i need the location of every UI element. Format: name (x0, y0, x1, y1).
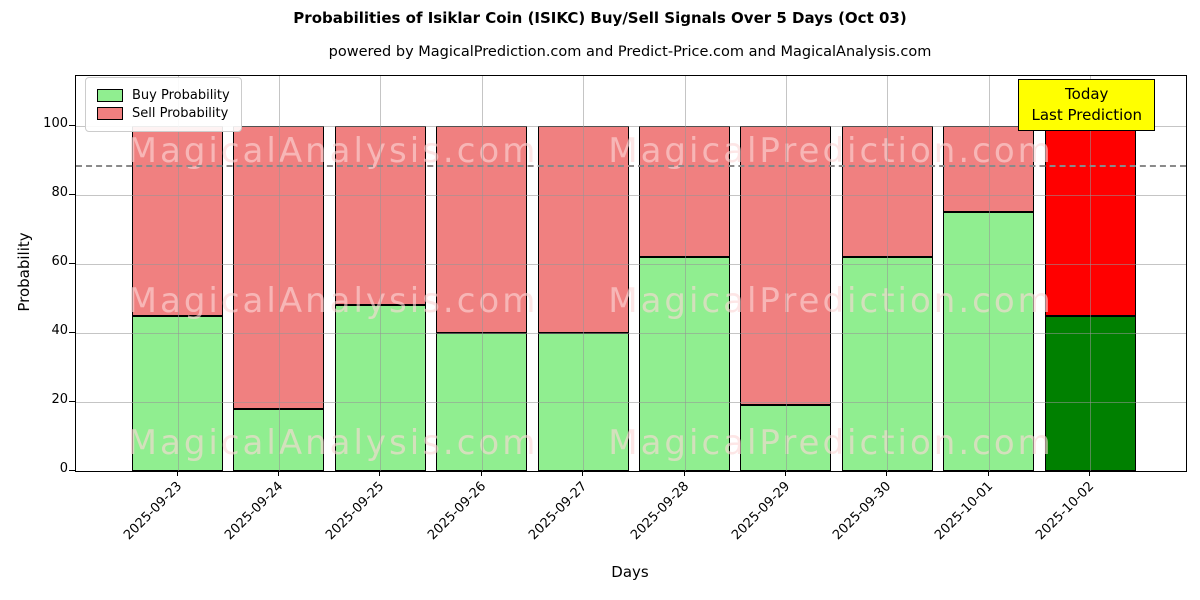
v-gridline-2025-09-26 (482, 76, 483, 471)
x-tick-label-2025-10-01: 2025-10-01 (932, 479, 997, 544)
v-gridline-2025-09-23 (178, 76, 179, 471)
y-axis-label: Probability (15, 232, 33, 312)
chart-subtitle: powered by MagicalPrediction.com and Pre… (328, 44, 932, 60)
buy-bar-2025-09-24 (233, 409, 324, 471)
sell-bar-2025-09-29 (740, 126, 831, 405)
x-tick-mark-2025-09-23 (177, 471, 178, 476)
buy-bar-2025-09-23 (132, 316, 223, 471)
x-tick-mark-2025-09-25 (379, 471, 380, 476)
v-gridline-2025-09-25 (380, 76, 381, 471)
x-tick-mark-2025-10-02 (1089, 471, 1090, 476)
v-gridline-2025-09-27 (583, 76, 584, 471)
y-tick-label-100: 100 (43, 116, 68, 131)
v-gridline-2025-10-02 (1090, 76, 1091, 471)
x-tick-mark-2025-09-29 (785, 471, 786, 476)
today-annotation-line2: Last Prediction (1031, 106, 1142, 124)
v-gridline-2025-09-28 (685, 76, 686, 471)
x-tick-label-2025-09-27: 2025-09-27 (526, 479, 591, 544)
today-annotation-line1: Today (1065, 85, 1109, 103)
x-tick-label-2025-09-29: 2025-09-29 (729, 479, 794, 544)
y-tick-mark-100 (69, 125, 75, 126)
watermark-analysis-row3: MagicalAnalysis.com (127, 423, 539, 463)
x-tick-mark-2025-09-30 (886, 471, 887, 476)
watermark-prediction-row3: MagicalPrediction.com (608, 423, 1054, 463)
y-tick-label-20: 20 (51, 392, 68, 407)
buy-bar-2025-09-29 (740, 405, 831, 471)
watermark-prediction-row2: MagicalPrediction.com (608, 281, 1054, 321)
y-tick-label-80: 80 (51, 185, 68, 200)
x-tick-label-2025-09-26: 2025-09-26 (425, 479, 490, 544)
x-tick-mark-2025-10-01 (988, 471, 989, 476)
x-axis-label: Days (611, 563, 649, 581)
h-gridline-20 (76, 402, 1186, 403)
x-tick-mark-2025-09-27 (582, 471, 583, 476)
h-gridline-40 (76, 333, 1186, 334)
sell-bar-2025-09-28 (639, 126, 730, 257)
y-tick-label-0: 0 (59, 461, 68, 476)
y-tick-mark-60 (69, 263, 75, 264)
x-tick-mark-2025-09-26 (481, 471, 482, 476)
x-tick-label-2025-09-25: 2025-09-25 (323, 479, 388, 544)
v-gridline-2025-09-30 (887, 76, 888, 471)
today-annotation: Today Last Prediction (1018, 79, 1155, 131)
x-tick-label-2025-09-23: 2025-09-23 (121, 479, 186, 544)
buy-color-swatch (97, 89, 123, 102)
watermark-prediction-row1: MagicalPrediction.com (608, 131, 1054, 171)
y-tick-label-40: 40 (51, 323, 68, 338)
x-tick-mark-2025-09-28 (684, 471, 685, 476)
y-tick-label-60: 60 (51, 254, 68, 269)
sell-color-swatch (97, 107, 123, 120)
sell-bar-2025-09-24 (233, 126, 324, 409)
y-tick-mark-20 (69, 401, 75, 402)
v-gridline-2025-09-29 (786, 76, 787, 471)
chart-title: Probabilities of Isiklar Coin (ISIKC) Bu… (293, 9, 907, 27)
legend-label-buy: Buy Probability (132, 88, 230, 103)
buy-bar-2025-10-01 (943, 212, 1034, 471)
plot-area: MagicalAnalysis.com MagicalPrediction.com… (75, 75, 1187, 472)
x-tick-label-2025-09-24: 2025-09-24 (222, 479, 287, 544)
legend-label-sell: Sell Probability (132, 106, 229, 121)
x-tick-mark-2025-09-24 (278, 471, 279, 476)
legend-item-buy: Buy Probability (97, 88, 230, 103)
buy-bar-2025-09-28 (639, 257, 730, 471)
legend-item-sell: Sell Probability (97, 106, 230, 121)
h-gridline-100 (76, 126, 1186, 127)
sell-bar-2025-10-01 (943, 126, 1034, 212)
threshold-dashed-line (76, 165, 1186, 167)
x-tick-label-2025-10-02: 2025-10-02 (1033, 479, 1098, 544)
v-gridline-2025-09-24 (279, 76, 280, 471)
y-tick-mark-80 (69, 194, 75, 195)
h-gridline-60 (76, 264, 1186, 265)
v-gridline-2025-10-01 (989, 76, 990, 471)
y-tick-mark-40 (69, 332, 75, 333)
x-tick-label-2025-09-28: 2025-09-28 (628, 479, 693, 544)
watermark-analysis-row2: MagicalAnalysis.com (127, 281, 539, 321)
y-tick-mark-0 (69, 470, 75, 471)
watermark-analysis-row1: MagicalAnalysis.com (127, 131, 539, 171)
x-tick-label-2025-09-30: 2025-09-30 (830, 479, 895, 544)
sell-bar-2025-09-26 (436, 126, 527, 333)
legend: Buy Probability Sell Probability (85, 77, 242, 132)
h-gridline-80 (76, 195, 1186, 196)
